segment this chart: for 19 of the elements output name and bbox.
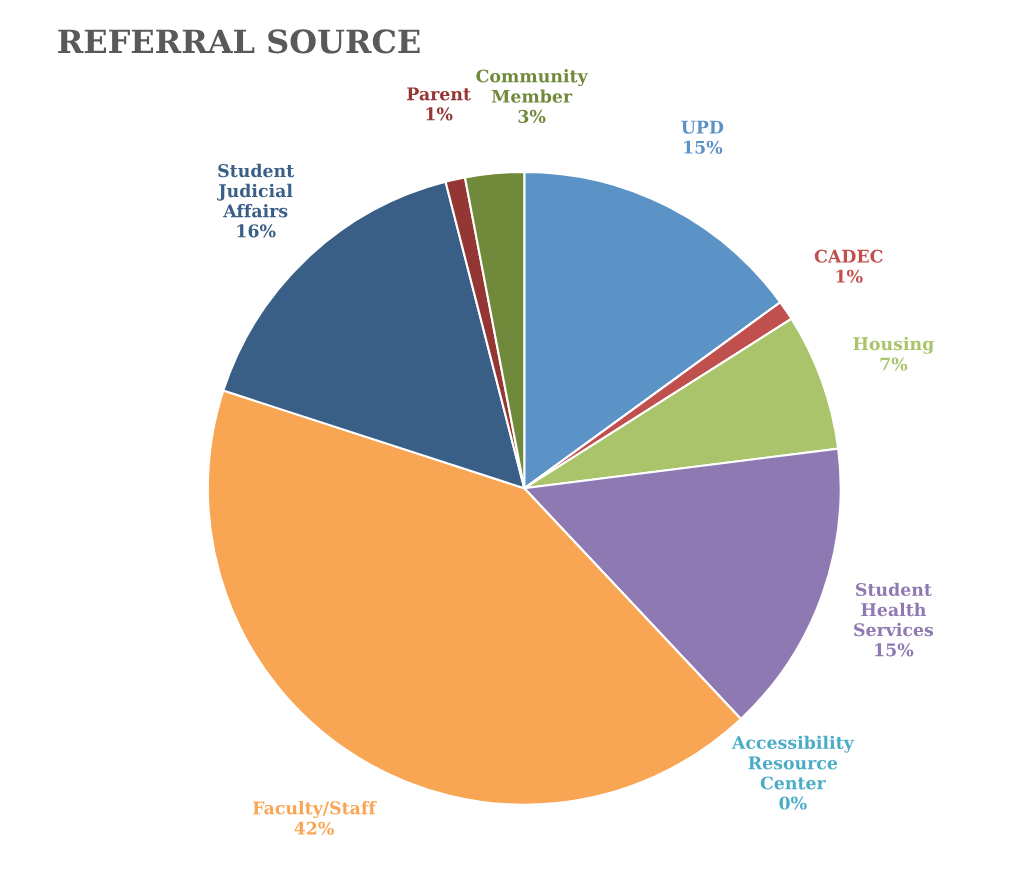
data-label: 16% bbox=[237, 224, 276, 238]
data-label: 7% bbox=[880, 357, 908, 371]
data-label: 15% bbox=[875, 643, 914, 657]
slice-label: Parent bbox=[407, 87, 471, 101]
slice-label: Student Judicial Affairs bbox=[217, 163, 295, 218]
slice-label: Faculty/Staff bbox=[253, 800, 377, 819]
data-label: 1% bbox=[836, 269, 863, 283]
slice-label: Student Health Services bbox=[854, 582, 934, 637]
chart-title: REFERRAL SOURCE bbox=[58, 29, 420, 54]
text: 0% bbox=[779, 796, 807, 810]
data-label: 42% bbox=[294, 821, 334, 835]
data-label: 1% bbox=[426, 107, 453, 121]
data-label: 3% bbox=[518, 109, 546, 123]
slice-label: Housing bbox=[853, 336, 934, 354]
slice-label: CADEC bbox=[814, 249, 883, 263]
slice-label: Community Member bbox=[476, 69, 589, 103]
category-label: Accessibility Resource Center bbox=[731, 735, 855, 790]
data-label: 15% bbox=[684, 140, 723, 154]
slice-label: UPD bbox=[681, 120, 724, 134]
